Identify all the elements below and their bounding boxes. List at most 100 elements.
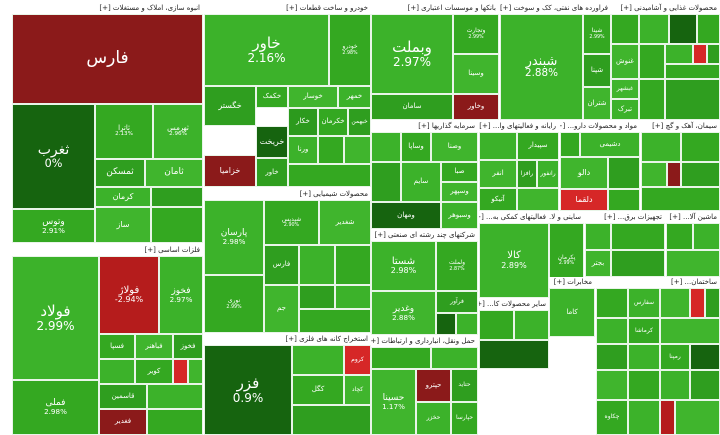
sector-transport[interactable]: حمل ونقل، انبارداری و ارتباطات [+] حسینا… bbox=[371, 336, 478, 435]
tile-small-46[interactable] bbox=[693, 223, 720, 250]
tile-tkala[interactable]: کالا 2.89% bbox=[479, 223, 549, 298]
tile-small-48[interactable] bbox=[292, 345, 344, 375]
tile-tfaraz[interactable]: فرآور bbox=[436, 291, 478, 313]
tile-small-52[interactable] bbox=[479, 310, 514, 340]
tile-tkrom[interactable]: کروم bbox=[344, 345, 371, 375]
sector-pharma[interactable]: مواد و محصولات دارو... [+] دشیمی دالو دل… bbox=[560, 121, 640, 211]
tile-small-63[interactable] bbox=[690, 344, 720, 370]
tile-small-12[interactable] bbox=[693, 44, 707, 64]
tile-tbjtr[interactable]: بجتر bbox=[585, 250, 611, 277]
tile-small-55[interactable] bbox=[596, 288, 628, 318]
sector-real-estate[interactable]: انبوه سازی، املاک و مستغلات [+] فارس ثغر… bbox=[12, 3, 203, 243]
tile-small-58[interactable] bbox=[705, 288, 720, 318]
tile-tvkhavar[interactable]: وخاور bbox=[453, 94, 499, 120]
tile-small-68[interactable] bbox=[628, 400, 660, 435]
tile-tkhraaz[interactable]: خکار bbox=[288, 108, 318, 136]
sector-construction[interactable]: ساختمان... [+] سفارس کرماشا رمپنا چکاوه bbox=[596, 277, 720, 435]
sector-title[interactable]: رایانه و فعالیتهای وا... [+] bbox=[479, 121, 559, 132]
tile-tamn[interactable]: ثامان bbox=[145, 159, 203, 187]
tile-tkvir[interactable]: کویر bbox=[135, 359, 173, 384]
tile-tshtran[interactable]: شتران bbox=[583, 87, 611, 120]
tile-thbit[interactable]: ثهرمس 2.96% bbox=[153, 104, 203, 159]
tile-small-51[interactable] bbox=[431, 347, 478, 369]
sector-electrical[interactable]: تجهیزات برق... [+] بجتر bbox=[585, 212, 665, 277]
tile-small-50[interactable] bbox=[371, 347, 431, 369]
tile-tvmhan[interactable]: ومهان bbox=[371, 202, 441, 229]
sector-title[interactable]: فعالیتهای کمکی به... [+] bbox=[479, 212, 549, 223]
tile-small-64[interactable] bbox=[596, 370, 628, 400]
tile-tvrna[interactable]: ورنا bbox=[288, 136, 318, 164]
tile-tfolad[interactable]: فولاد 2.99% bbox=[12, 256, 99, 380]
tile-small-32[interactable] bbox=[608, 157, 640, 189]
tile-tshsta[interactable]: شستا 2.98% bbox=[371, 241, 436, 291]
sector-title[interactable]: مواد و محصولات دارو... [+] bbox=[560, 121, 640, 132]
tile-tkhkrman[interactable]: خکرمان bbox=[318, 108, 348, 136]
tile-tfasmin[interactable]: قاسمین bbox=[99, 384, 147, 409]
sector-title[interactable]: محصولات غذایی و آشامیدنی [+] bbox=[611, 3, 720, 14]
sector-machinery[interactable]: ماشین آلا... [+] bbox=[666, 212, 720, 277]
tile-tkrmn[interactable]: کرماشا bbox=[628, 318, 660, 344]
tile-small-24[interactable] bbox=[299, 285, 335, 309]
tile-tfsepa[interactable]: فسپا bbox=[99, 334, 135, 359]
tile-small-54[interactable] bbox=[479, 340, 549, 369]
tile-tfars-chem[interactable]: فارس bbox=[264, 245, 299, 285]
tile-small-4[interactable] bbox=[344, 136, 371, 164]
tile-small-5[interactable] bbox=[288, 164, 371, 187]
tile-small-38[interactable] bbox=[681, 162, 720, 187]
tile-small-62[interactable] bbox=[628, 344, 660, 370]
sector-investments[interactable]: سرمایه گذاریها [+] وساپا وصنا سایم صبا و… bbox=[371, 121, 478, 229]
tile-tmskn[interactable]: ثمسکن bbox=[95, 159, 145, 187]
sector-title[interactable]: ماشین آلا... [+] bbox=[666, 212, 720, 223]
sector-title[interactable]: خودرو و ساخت قطعات [+] bbox=[204, 3, 371, 14]
tile-tanfarda[interactable]: انفر bbox=[479, 160, 517, 188]
sector-oil-products[interactable]: فراورده های نفتی، کک و سوخت [+] شبندر 2.8… bbox=[500, 3, 611, 120]
tile-small-36[interactable] bbox=[641, 162, 667, 187]
tile-tvsapa[interactable]: وساپا bbox=[401, 132, 431, 162]
tile-small-31[interactable] bbox=[560, 132, 580, 157]
tile-tkhrikht[interactable]: خریخت bbox=[256, 126, 288, 158]
sector-other-products[interactable]: سایر محصولات کا... [+] bbox=[479, 299, 549, 369]
tile-small-15[interactable] bbox=[639, 79, 665, 120]
tile-tghoot[interactable]: غنوش bbox=[611, 44, 639, 79]
tile-tkchad[interactable]: کچاد bbox=[344, 375, 371, 405]
sector-basic-metals[interactable]: فلزات اساسی [+] فولاد 2.99% فملی 2.98% فول… bbox=[12, 245, 203, 435]
tile-small-21[interactable] bbox=[147, 409, 203, 435]
tile-tvsbho[interactable]: وسبوهر bbox=[441, 202, 478, 229]
tile-small-30[interactable] bbox=[517, 188, 559, 211]
tile-small-27[interactable] bbox=[371, 132, 401, 162]
sector-metal-mining[interactable]: استخراج کانه های فلزی [+] فزر 0.9% کروم ک… bbox=[204, 334, 371, 435]
sector-title[interactable]: سیمان، آهک و گچ [+] bbox=[641, 121, 720, 132]
tile-tshghadir[interactable]: شغدیر bbox=[319, 200, 371, 245]
sector-title[interactable]: شرکتهای چند رشته ای صنعتی [+] bbox=[371, 230, 478, 241]
tile-tkhmehr[interactable]: خمهر bbox=[338, 86, 371, 108]
tile-tvsalim[interactable]: صبا bbox=[441, 162, 478, 182]
tile-tkhtor[interactable]: خاور bbox=[256, 158, 288, 187]
sector-chemicals[interactable]: محصولات شیمیایی [+] پارسان 2.98% شپدیس 2.9… bbox=[204, 189, 371, 333]
tile-small-67[interactable] bbox=[690, 370, 720, 400]
tile-thshtran[interactable]: حپارسا bbox=[451, 402, 478, 435]
tile-small-9[interactable] bbox=[697, 14, 720, 44]
tile-tparsan[interactable]: پارسان 2.98% bbox=[204, 200, 264, 275]
tile-tvbank[interactable]: ولملت 2.87% bbox=[436, 241, 478, 291]
tile-small-59[interactable] bbox=[596, 318, 628, 344]
tile-small-45[interactable] bbox=[666, 223, 693, 250]
tile-small-6[interactable] bbox=[611, 14, 639, 44]
sector-title[interactable]: فلزات اساسی [+] bbox=[12, 245, 203, 256]
sector-title[interactable]: فراورده های نفتی، کک و سوخت [+] bbox=[500, 3, 611, 14]
sector-telecom[interactable]: مخابرات [+] کاما bbox=[549, 277, 595, 337]
tile-tdalo[interactable]: دالو bbox=[560, 157, 608, 189]
tile-small-19[interactable] bbox=[188, 359, 203, 384]
tile-tatra[interactable]: ثاترا 2.13% bbox=[95, 104, 153, 159]
sector-conglomerates[interactable]: شرکتهای چند رشته ای صنعتی [+] شستا 2.98% … bbox=[371, 230, 478, 335]
tile-small-14[interactable] bbox=[665, 64, 720, 79]
sector-title[interactable]: سرمایه گذاریها [+] bbox=[371, 121, 478, 132]
tile-tghbshahr[interactable]: غبشهر bbox=[611, 79, 639, 99]
tile-small-29[interactable] bbox=[479, 132, 517, 160]
tile-small-17[interactable] bbox=[99, 359, 135, 384]
tile-tjam[interactable]: جم bbox=[264, 285, 299, 333]
tile-thtaid[interactable]: حتاید bbox=[451, 369, 478, 402]
tile-trankoor[interactable]: رانفور bbox=[537, 160, 559, 188]
tile-tatiko[interactable]: آتیکو bbox=[479, 188, 517, 211]
tile-small-20[interactable] bbox=[147, 384, 203, 409]
tile-tdshimi[interactable]: دشیمی bbox=[580, 132, 640, 157]
